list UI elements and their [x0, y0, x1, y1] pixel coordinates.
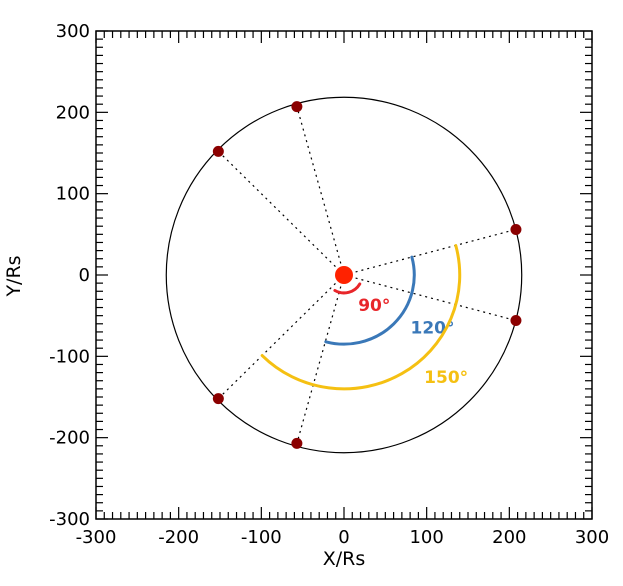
x-tick-label: -300	[76, 527, 117, 548]
y-tick-label: -100	[49, 346, 90, 367]
y-tick-label: 200	[56, 102, 90, 123]
x-axis-title: X/Rs	[323, 548, 366, 570]
x-tick-label: -100	[241, 527, 282, 548]
angle-arc	[324, 255, 416, 346]
orbit-circle	[165, 96, 523, 454]
x-tick-label: 100	[409, 527, 443, 548]
x-tick-label: 200	[492, 527, 526, 548]
radial-line	[217, 274, 345, 400]
y-tick-label: 100	[56, 184, 90, 205]
radial-line	[343, 228, 517, 276]
radial-line	[217, 150, 345, 276]
angle-arc	[333, 282, 362, 295]
data-point	[291, 101, 303, 113]
x-tick-label: 0	[338, 527, 349, 548]
angle-label: 90°	[358, 296, 390, 316]
y-tick-label: -300	[49, 509, 90, 530]
angle-arc	[260, 244, 462, 391]
center-marker	[335, 266, 353, 284]
tick-labels: -300 -200 -100 0 100 200 300 300 200 100 0 -100 -200…	[49, 21, 609, 548]
radial-line	[296, 274, 345, 444]
radial-line	[296, 106, 345, 276]
data-point	[510, 315, 522, 327]
y-tick-label: 0	[79, 265, 90, 286]
plot-frame	[95, 30, 593, 520]
y-axis-title: Y/Rs	[3, 255, 25, 297]
radial-lines	[217, 106, 517, 444]
data-points	[212, 101, 522, 449]
data-point	[212, 393, 224, 405]
x-tick-label: 300	[575, 527, 609, 548]
data-point	[510, 223, 522, 235]
y-tick-label: -200	[49, 428, 90, 449]
data-point	[212, 145, 224, 157]
x-tick-label: -200	[158, 527, 199, 548]
y-tick-label: 300	[56, 21, 90, 42]
angle-label: 150°	[424, 368, 468, 388]
data-point	[291, 437, 303, 449]
angle-arcs: 90°120°150°	[260, 244, 468, 391]
